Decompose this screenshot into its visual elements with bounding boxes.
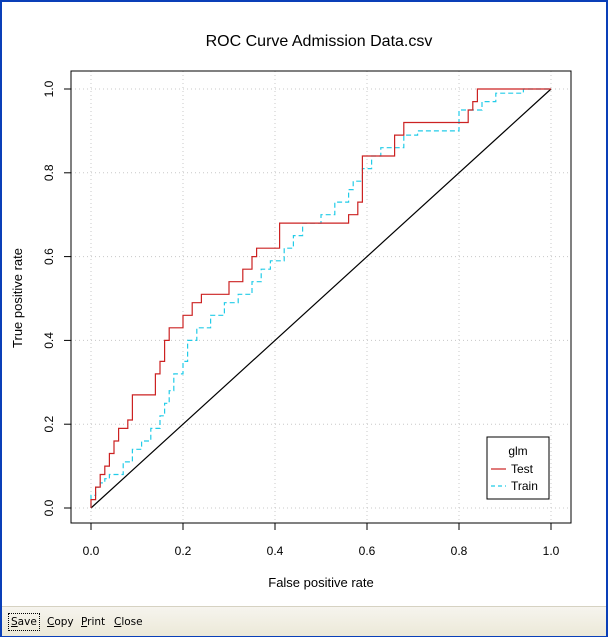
copy-accel: C — [47, 616, 55, 628]
close-accel: C — [114, 616, 122, 628]
print-button[interactable]: Print — [79, 614, 107, 630]
legend-title: glm — [508, 444, 527, 458]
copy-label: opy — [54, 616, 74, 628]
chart-title: ROC Curve Admission Data.csv — [206, 33, 433, 50]
close-label: lose — [121, 616, 143, 628]
save-button[interactable]: Save — [8, 613, 40, 631]
legend: glm Test Train — [486, 436, 550, 500]
x-axis: 0.0 0.2 0.4 0.6 0.8 1.0 — [83, 523, 560, 558]
plot-frame — [70, 70, 572, 524]
y-tick-label: 1.0 — [42, 80, 56, 97]
legend-box — [486, 436, 550, 500]
print-accel: P — [81, 616, 88, 628]
y-axis-label: True positive rate — [10, 248, 25, 348]
x-tick-label: 0.2 — [175, 544, 192, 558]
y-tick-label: 0.2 — [42, 416, 56, 433]
train-roc-line — [90, 88, 551, 508]
roc-chart: ROC Curve Admission Data.csv 0.0 0.2 0.4 0.… — [10, 33, 572, 590]
legend-test-label: Test — [511, 462, 534, 476]
chance-diagonal-line — [90, 88, 552, 509]
y-tick-label: 0.4 — [42, 332, 56, 349]
test-roc-line — [90, 88, 551, 508]
x-tick-label: 0.8 — [451, 544, 468, 558]
x-tick-label: 0.6 — [359, 544, 376, 558]
print-label: rint — [87, 616, 106, 628]
save-label: ave — [17, 616, 37, 628]
save-accel: S — [11, 616, 18, 628]
copy-button[interactable]: Copy — [45, 614, 76, 630]
toolbar: Save Copy Print Close — [2, 606, 606, 636]
y-tick-label: 0.0 — [42, 499, 56, 516]
y-axis: 0.0 0.2 0.4 0.6 0.8 1.0 — [42, 80, 71, 516]
x-tick-label: 0.4 — [267, 544, 284, 558]
x-tick-label: 0.0 — [83, 544, 100, 558]
y-tick-label: 0.6 — [42, 248, 56, 265]
x-axis-label: False positive rate — [268, 575, 374, 590]
legend-train-label: Train — [511, 479, 538, 493]
close-button[interactable]: Close — [112, 614, 145, 630]
x-tick-label: 1.0 — [543, 544, 560, 558]
y-tick-label: 0.8 — [42, 164, 56, 181]
series — [90, 88, 552, 509]
